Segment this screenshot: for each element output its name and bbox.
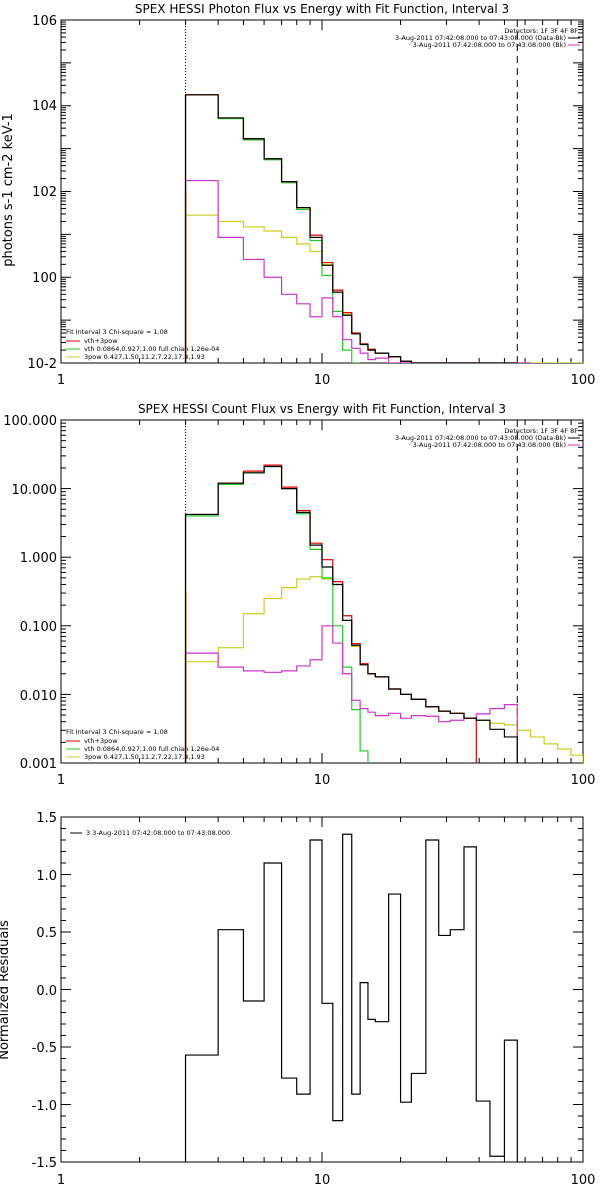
photon-flux-fit-legend: Fit Interval 3 Chi-square = 1.08 vth+3po… — [66, 328, 219, 361]
count-flux-legend-detectors: Detectors: 1F 3F 4F 8F — [504, 427, 578, 435]
photon-flux-series-magenta — [184, 179, 531, 363]
count-flux-fit-info: Fit Interval 3 Chi-square = 1.08 — [66, 728, 168, 736]
residuals-series-black — [184, 833, 518, 1162]
count-flux-series-black — [184, 465, 518, 763]
photon-flux-y-ticklabels: 10-2 100 102 104 106 — [27, 14, 57, 372]
residuals-y-tick-label: 1.0 — [36, 869, 57, 884]
photon-flux-legend-detectors: Detectors: 1F 3F 4F 8F — [504, 27, 578, 35]
count-flux-y-tick-label: 100.000 — [3, 414, 57, 429]
residuals-x-tick-label: 1 — [57, 1173, 65, 1188]
count-flux-y-ticklabels: 0.001 0.010 0.100 1.000 10.000 100.000 — [3, 414, 57, 772]
photon-flux-x-tick-label: 10 — [314, 373, 331, 388]
count-flux-y-tick-label: 10.000 — [12, 483, 58, 498]
count-flux-fit-total: vth+3pow — [84, 737, 118, 745]
residuals-legend: 3 3-Aug-2011 07:42:08.000 to 07:43:08.00… — [70, 829, 230, 837]
residuals-y-tick-label: -1.0 — [32, 1099, 57, 1114]
photon-flux-fit-total: vth+3pow — [84, 337, 118, 345]
residuals-ticks — [60, 816, 584, 1163]
count-flux-y-tick-label: 1.000 — [20, 551, 57, 566]
photon-flux-fit-info: Fit Interval 3 Chi-square = 1.08 — [66, 328, 168, 336]
photon-flux-legend-data-bk: 3-Aug-2011 07:42:08.000 to 07:43:08.000 … — [395, 34, 566, 42]
photon-flux-y-tick-label: 100 — [32, 271, 57, 286]
residuals-y-tick-label: 1.5 — [36, 811, 57, 826]
residuals-y-tick-label: -0.5 — [32, 1041, 57, 1056]
count-flux-panel: SPEX HESSI Count Flux vs Energy with Fit… — [3, 402, 595, 788]
count-flux-fit-vth: vth 0.0864,0.927,1.00 full chian 1.26e-0… — [84, 745, 219, 753]
photon-flux-y-axis-label: photons s-1 cm-2 keV-1 — [1, 113, 16, 267]
count-flux-fit-3pow: 3pow 0.427,1.50,11.2,7.22,17.4,1.93 — [84, 753, 205, 761]
residuals-series-area — [184, 833, 518, 1162]
count-flux-legend-bk: 3-Aug-2011 07:42:08.000 to 07:43:08.000 … — [413, 441, 566, 449]
photon-flux-x-tick-label: 1 — [57, 373, 65, 388]
residuals-panel: 1 10 100 -1.5 -1.0 -0.5 0.0 0.5 1.0 1.5 … — [0, 811, 595, 1188]
photon-flux-legend-bk: 3-Aug-2011 07:42:08.000 to 07:43:08.000 … — [413, 41, 566, 49]
residuals-y-tick-label: -1.5 — [32, 1156, 57, 1171]
count-flux-title: SPEX HESSI Count Flux vs Energy with Fit… — [138, 402, 506, 416]
count-flux-legend: Detectors: 1F 3F 4F 8F 3-Aug-2011 07:42:… — [395, 427, 580, 449]
count-flux-x-tick-label: 1 — [57, 773, 65, 788]
count-flux-legend-data-bk: 3-Aug-2011 07:42:08.000 to 07:43:08.000 … — [395, 434, 566, 442]
residuals-y-tick-label: 0.0 — [36, 984, 57, 999]
photon-flux-y-tick-label: 106 — [32, 14, 57, 29]
count-flux-y-tick-label: 0.001 — [20, 757, 57, 772]
photon-flux-ticks — [60, 19, 584, 364]
residuals-legend-label: 3 3-Aug-2011 07:42:08.000 to 07:43:08.00… — [86, 829, 230, 837]
photon-flux-fit-vth: vth 0.0864,0.927,1.00 full chian 1.26e-0… — [84, 345, 219, 353]
count-flux-series-area — [184, 420, 583, 763]
residuals-y-ticklabels: -1.5 -1.0 -0.5 0.0 0.5 1.0 1.5 — [32, 811, 57, 1171]
count-flux-y-tick-label: 0.010 — [20, 689, 57, 704]
count-flux-x-tick-label: 10 — [314, 773, 331, 788]
count-flux-y-tick-label: 0.100 — [20, 620, 57, 635]
photon-flux-title: SPEX HESSI Photon Flux vs Energy with Fi… — [135, 2, 509, 16]
count-flux-fit-legend: Fit Interval 3 Chi-square = 1.08 vth+3po… — [66, 728, 219, 761]
photon-flux-y-tick-label: 104 — [32, 99, 57, 114]
residuals-x-tick-label: 10 — [314, 1173, 331, 1188]
photon-flux-series-black — [184, 94, 518, 363]
residuals-y-tick-label: 0.5 — [36, 926, 57, 941]
photon-flux-y-tick-label: 10-2 — [27, 357, 57, 372]
residuals-x-tick-label: 100 — [571, 1173, 596, 1188]
photon-flux-panel: SPEX HESSI Photon Flux vs Energy with Fi… — [1, 2, 595, 388]
photon-flux-series-area — [184, 20, 583, 363]
count-flux-x-tick-label: 100 — [571, 773, 596, 788]
photon-flux-legend: Detectors: 1F 3F 4F 8F 3-Aug-2011 07:42:… — [395, 27, 580, 49]
photon-flux-x-tick-label: 100 — [571, 373, 596, 388]
photon-flux-y-tick-label: 102 — [32, 185, 57, 200]
photon-flux-fit-3pow: 3pow 0.427,1.50,11.2,7.22,17.4,1.93 — [84, 353, 205, 361]
residuals-y-axis-label: Normalized Residuals — [0, 920, 12, 1060]
